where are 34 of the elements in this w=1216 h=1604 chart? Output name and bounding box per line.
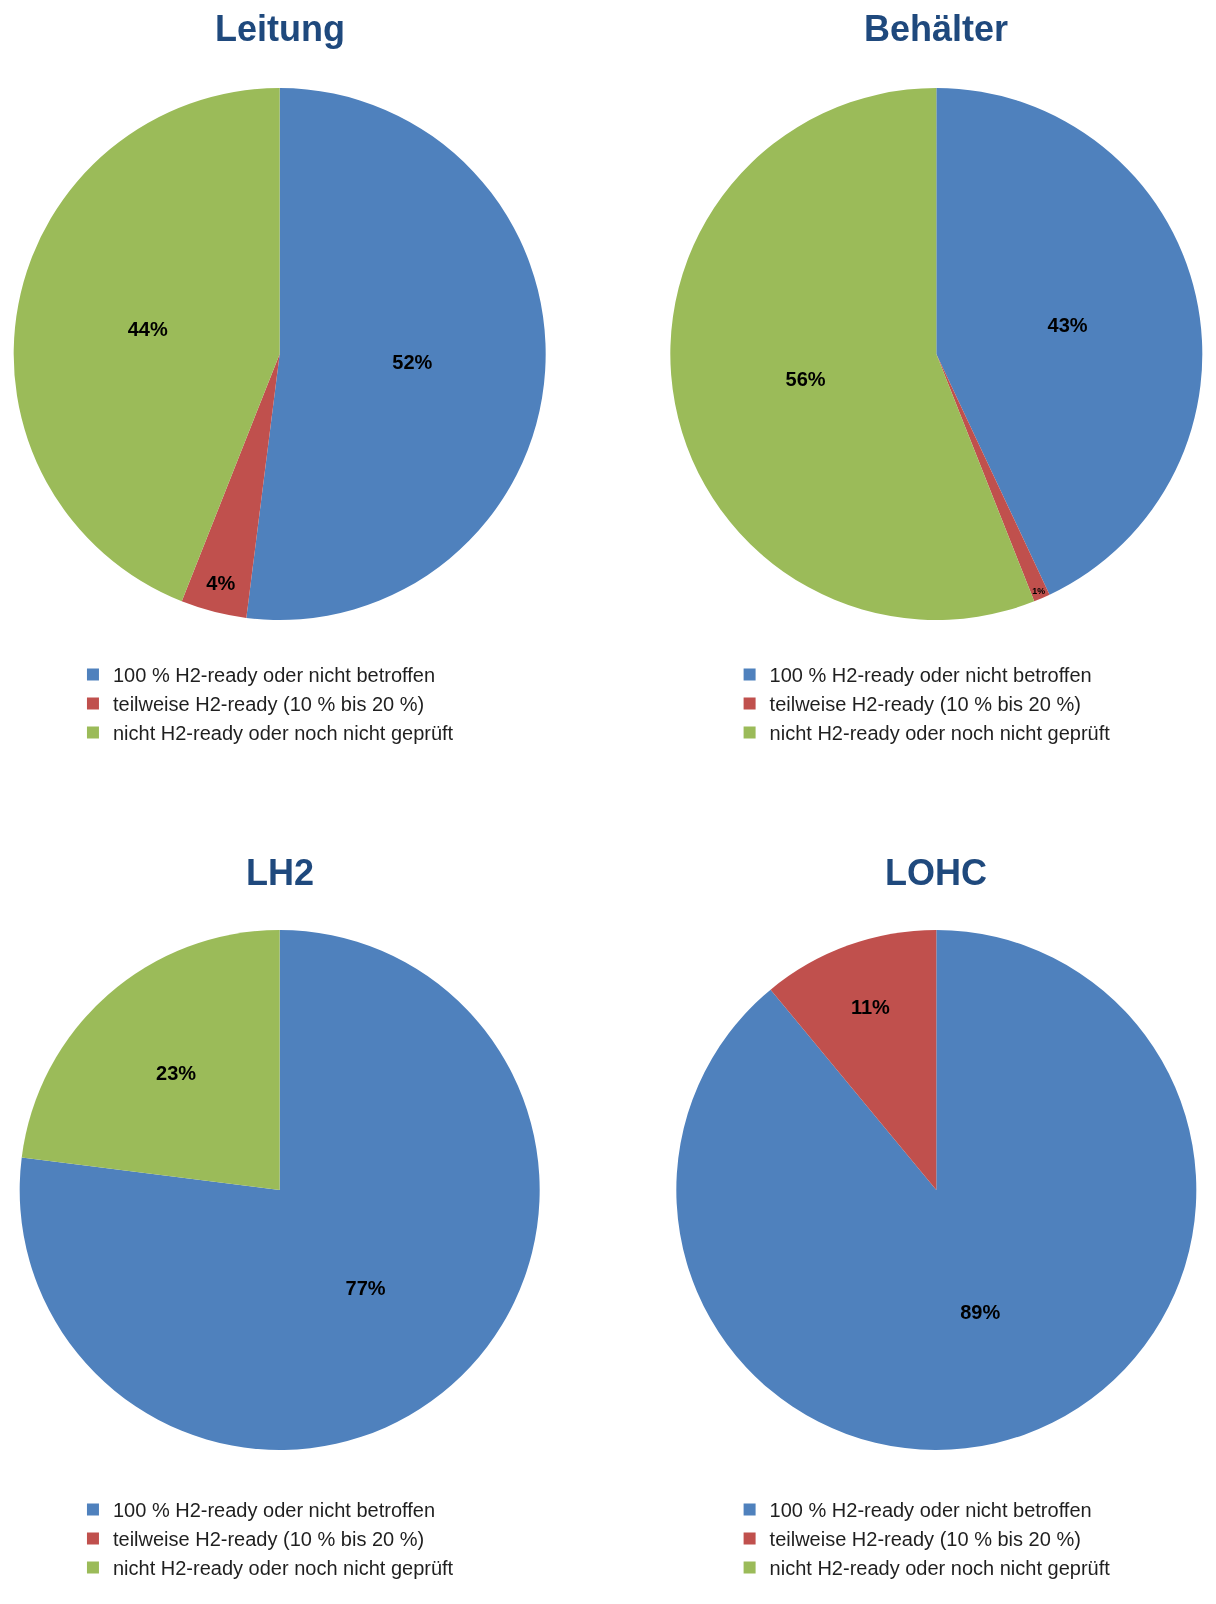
data-label: 44% (127, 317, 168, 340)
chart-title: LOHC (885, 852, 987, 893)
pie-slice (19, 930, 540, 1450)
chart-title: Behälter (864, 8, 1009, 49)
pie-slice (14, 88, 280, 602)
legend-label: nicht H2-ready oder noch nicht geprüft (769, 1557, 1111, 1580)
legend-label: nicht H2-ready oder noch nicht geprüft (112, 722, 454, 745)
legend-label: nicht H2-ready oder noch nicht geprüft (769, 722, 1111, 745)
legend-label: teilweise H2-ready (10 % bis 20 %) (769, 693, 1081, 716)
data-label: 89% (960, 1301, 1001, 1324)
pie-slice (181, 354, 280, 618)
data-label: 23% (156, 1061, 197, 1084)
data-label: 52% (392, 351, 433, 374)
data-label: 56% (785, 367, 826, 390)
pie-slice (21, 930, 280, 1190)
data-label: 1% (1032, 585, 1046, 596)
chart-title: Leitung (215, 8, 345, 49)
legend-label: 100 % H2-ready oder nicht betroffen (112, 1499, 436, 1522)
data-label: 11% (850, 996, 891, 1019)
legend-label: teilweise H2-ready (10 % bis 20 %) (769, 1528, 1081, 1551)
pie-slice (676, 930, 1197, 1450)
pie-slice (246, 88, 546, 620)
pie-slice (936, 88, 1203, 595)
data-label: 43% (1047, 313, 1088, 336)
legend-label: 100 % H2-ready oder nicht betroffen (769, 664, 1092, 687)
legend-label: 100 % H2-ready oder nicht betroffen (112, 664, 436, 687)
legend-label: 100 % H2-ready oder nicht betroffen (769, 1499, 1092, 1522)
pie-slice (770, 930, 937, 1190)
legend-label: teilweise H2-ready (10 % bis 20 %) (112, 693, 425, 716)
legend-label: teilweise H2-ready (10 % bis 20 %) (112, 1528, 425, 1551)
data-label: 77% (345, 1276, 386, 1299)
chart-title: LH2 (246, 852, 315, 893)
data-label: 4% (206, 571, 236, 594)
legend-label: nicht H2-ready oder noch nicht geprüft (112, 1557, 454, 1580)
